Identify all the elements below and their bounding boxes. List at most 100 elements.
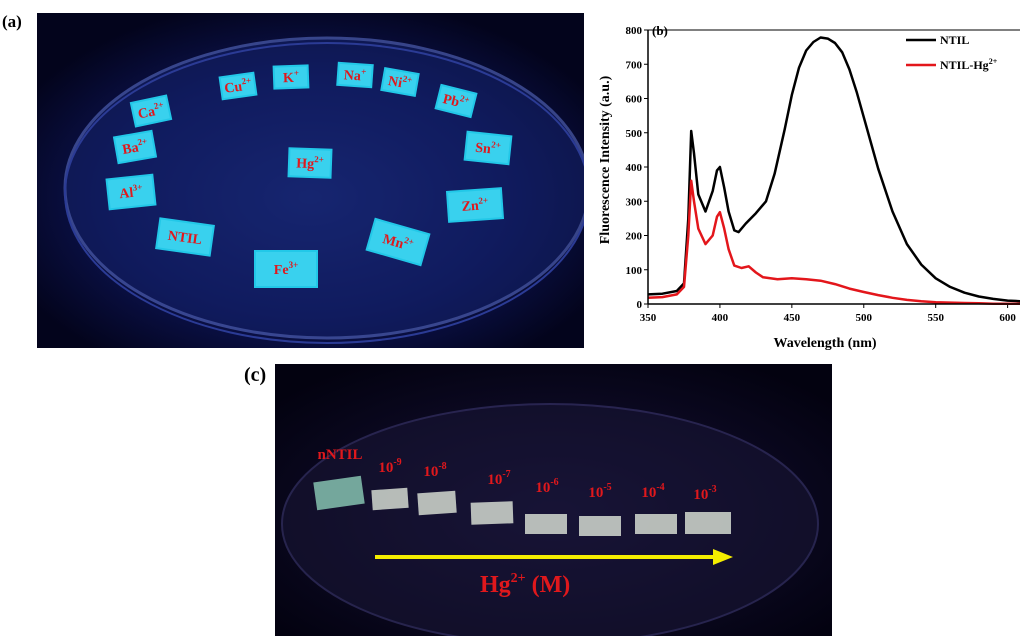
ion-symbol: Mn (381, 232, 406, 252)
tile-square (112, 129, 158, 165)
y-tick-label: 400 (626, 162, 643, 174)
concentration-label: 10-9 (378, 457, 401, 476)
x-tick-label: 450 (784, 312, 801, 324)
x-tick-label: 550 (927, 312, 944, 324)
arrow-head-icon (713, 549, 733, 565)
panel-c-illustration: nNTIL 10-9 10-8 10-7 10-6 10-5 10-4 10-3 Hg2+ (… (275, 364, 832, 636)
sample-tile (371, 487, 409, 511)
ion-symbol: Pb (441, 92, 461, 111)
ion-charge: 2+ (153, 99, 165, 111)
concentration-label: 10-8 (423, 461, 446, 480)
ion-symbol: Ni (387, 74, 404, 91)
concentration-label: 10-4 (641, 482, 664, 501)
ion-symbol: Zn (461, 199, 479, 215)
ion-tile: Fe3+ (254, 250, 318, 288)
ion-tile: Ca2+ (129, 94, 173, 128)
ion-label: Pb2+ (441, 89, 471, 113)
ion-charge: + (361, 66, 367, 76)
tile-square (445, 187, 505, 223)
x-tick-label: 350 (640, 312, 657, 324)
x-tick-label: 600 (999, 312, 1016, 324)
concentration-label: 10-6 (535, 477, 558, 496)
ion-label: Ca2+ (136, 99, 166, 122)
sample-tile (635, 514, 677, 534)
ion-label: K+ (283, 68, 300, 87)
y-tick-label: 600 (626, 94, 643, 106)
ion-charge: 2+ (137, 136, 148, 148)
ion-tile: Mn2+ (365, 217, 431, 267)
ion-label: Cu2+ (223, 75, 253, 97)
y-tick-label: 500 (626, 128, 643, 140)
ion-tile: NTIL (155, 217, 215, 257)
legend: NTIL NTIL-Hg2+ (906, 33, 998, 72)
y-tick-label: 800 (626, 25, 643, 37)
ion-tile: Al3+ (105, 173, 157, 211)
ion-label: Mn2+ (381, 229, 415, 255)
ion-charge: 3+ (132, 182, 143, 193)
ion-symbol: Hg (296, 157, 314, 173)
tile-square (365, 217, 431, 267)
tile-group: nNTIL 10-9 10-8 10-7 10-6 10-5 10-4 10-3 (313, 447, 731, 536)
ion-charge: 2+ (403, 235, 415, 247)
ion-label: Ni2+ (387, 71, 413, 93)
panel-c-photo: nNTIL 10-9 10-8 10-7 10-6 10-5 10-4 10-3 Hg2+ (… (275, 364, 832, 636)
tile-square (105, 173, 157, 211)
panel-a-illustration: Cu2+ K+ Na+Ni2+Pb2+Ca2+Ba2+Hg2+Sn2+Al3+Zn2… (37, 13, 584, 348)
tile-square (129, 94, 173, 128)
sample-tile (685, 512, 731, 534)
glass-plate-edge (64, 42, 584, 344)
x-tick-label: 400 (712, 312, 729, 324)
ion-symbol: Fe (274, 263, 289, 278)
ion-symbol: Sn (475, 141, 492, 158)
y-tick-label: 100 (626, 265, 643, 277)
ion-tile: Pb2+ (434, 83, 478, 119)
ion-symbol: Ba (121, 141, 140, 159)
ion-charge: 2+ (459, 93, 471, 105)
y-tick-label: 700 (626, 59, 643, 71)
concentration-arrow (375, 549, 733, 565)
panel-a-label: (a) (2, 12, 22, 31)
ion-label: NTIL (167, 229, 203, 249)
ion-symbol: K (283, 71, 295, 86)
ion-label: Al3+ (118, 182, 143, 202)
legend-label: NTIL-Hg2+ (940, 57, 998, 72)
x-tick-label: 500 (856, 312, 873, 324)
series-group (647, 36, 1020, 305)
concentration-label: 10-7 (487, 469, 510, 488)
series-line (647, 179, 1020, 305)
ion-tile: Zn2+ (445, 187, 505, 223)
ion-charge: + (294, 68, 299, 78)
sample-tile (579, 516, 621, 536)
y-axis: 0 100 200 300 400 500 600 700 800 (626, 25, 648, 311)
x-axis-label: Wavelength (nm) (773, 336, 876, 350)
x-axis: 350 400 450 500 550 600 (640, 304, 1016, 324)
tile-square (336, 61, 374, 89)
concentration-label: 10-5 (588, 482, 611, 501)
ion-tile: Sn2+ (463, 130, 513, 166)
ion-label: Fe3+ (274, 260, 298, 278)
ion-label: Ba2+ (121, 136, 150, 158)
ion-label: Sn2+ (475, 138, 502, 159)
ion-tile: Ni2+ (380, 67, 420, 97)
y-tick-label: 0 (637, 299, 643, 311)
ion-tile: Ba2+ (112, 129, 158, 165)
ion-symbol: NTIL (167, 229, 203, 249)
sample-tile (470, 501, 514, 525)
concentration-label: nNTIL (317, 447, 362, 463)
ion-symbol: Al (119, 186, 135, 202)
panel-a-photo: Cu2+ K+ Na+ Ni2+ Pb2+ Ca2+ Ba2+ Hg2+ Sn2+ Al3+ Zn2… (37, 13, 584, 348)
ion-charge: 2+ (478, 195, 488, 206)
tile-group: Cu2+ K+ Na+Ni2+Pb2+Ca2+Ba2+Hg2+Sn2+Al3+Zn2… (105, 61, 513, 288)
tile-square (218, 71, 258, 101)
y-tick-label: 300 (626, 196, 643, 208)
ion-charge: 2+ (241, 75, 252, 86)
y-axis-label: Fluorescence Intensity (a.u.) (598, 75, 613, 244)
ion-label: Hg2+ (296, 154, 324, 173)
ion-charge: 2+ (402, 74, 413, 86)
y-tick-label: 200 (626, 231, 643, 243)
ion-tile: Na+ (336, 61, 374, 89)
ion-symbol: Ca (137, 104, 157, 122)
panel-c-label: (c) (244, 364, 267, 386)
ion-label: Zn2+ (461, 195, 489, 215)
